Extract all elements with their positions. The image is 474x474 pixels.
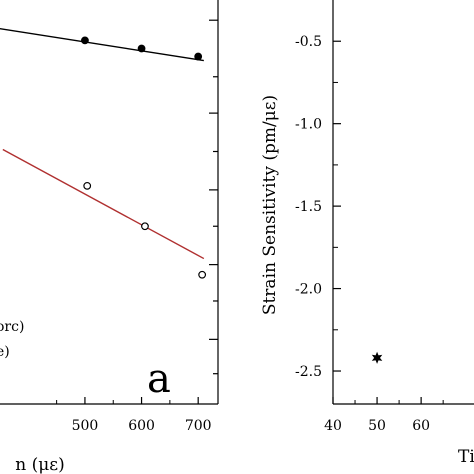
panel-a-fit-lines xyxy=(0,27,205,260)
panel-b-y-ticks: -0.5 -1.0 -1.5 -2.0 -2.5 xyxy=(295,34,341,380)
panel-a-x-tick-label: 700 xyxy=(185,418,212,434)
panel-b-y-tick-label: -0.5 xyxy=(295,34,322,50)
panel-a-x-tick-label: 600 xyxy=(128,418,155,434)
panel-a-x-tick-label: 500 xyxy=(72,418,99,434)
panel-b: 40 50 60 -0.5 -1.0 -1.5 -2.0 -2.5 Strain Sensi… xyxy=(260,0,474,467)
panel-b-ylabel: Strain Sensitivity (pm/με) xyxy=(260,95,280,315)
panel-a-points xyxy=(81,36,207,279)
panel-a: 500 600 700 n (με) a orc) e) xyxy=(0,0,219,474)
series-2-point xyxy=(141,222,149,231)
series-2-point xyxy=(83,181,92,190)
panel-a-label: a xyxy=(147,356,171,402)
panel-b-x-tick-label: 40 xyxy=(324,418,342,434)
legend-fragment-2: e) xyxy=(0,344,10,360)
series-2-point xyxy=(198,270,207,279)
panel-b-y-tick-label: -1.5 xyxy=(295,199,322,215)
series-1-point xyxy=(194,52,203,61)
panel-b-points xyxy=(371,351,383,364)
panel-b-x-ticks: 40 50 60 xyxy=(324,397,444,434)
panel-b-y-tick-label: -2.0 xyxy=(295,282,322,298)
legend-fragment-1: orc) xyxy=(0,319,24,335)
series-1-point xyxy=(137,44,146,53)
panel-b-y-tick-label: -1.0 xyxy=(295,117,322,133)
panel-b-x-tick-label: 60 xyxy=(412,418,430,434)
panel-a-right-ticks xyxy=(209,19,218,375)
panel-b-star-point xyxy=(371,351,383,364)
panel-a-x-ticks: 500 600 700 xyxy=(56,397,212,434)
series-2-fit-line xyxy=(2,148,205,260)
series-1-fit-line xyxy=(0,27,204,62)
panel-b-xlabel: Ti xyxy=(458,447,474,467)
panel-a-xlabel: n (με) xyxy=(15,455,64,474)
panel-b-x-tick-label: 50 xyxy=(368,418,386,434)
series-1-point xyxy=(81,36,89,45)
panel-b-y-tick-label: -2.5 xyxy=(295,364,322,380)
